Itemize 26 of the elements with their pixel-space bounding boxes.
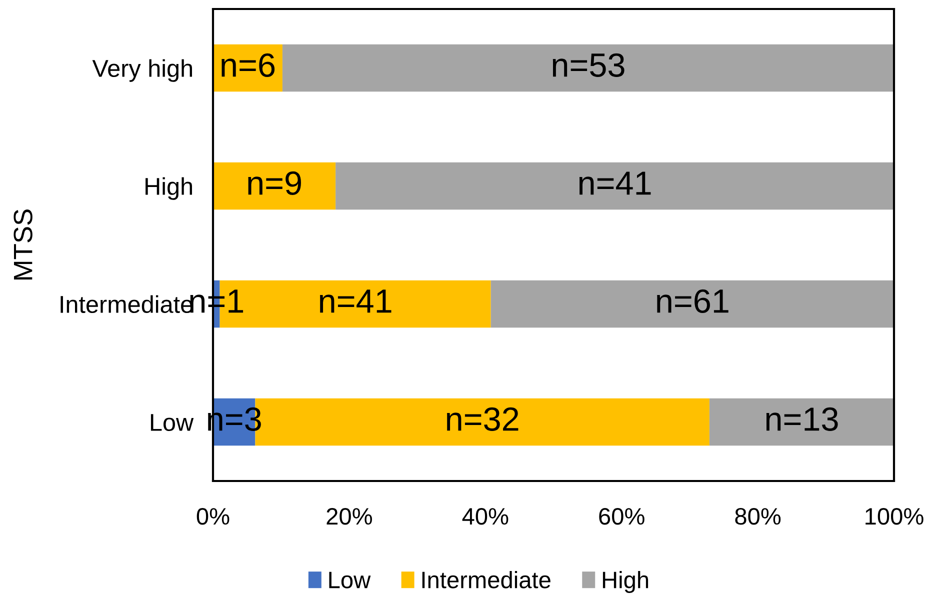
bar — [336, 162, 894, 210]
legend-label: High — [602, 570, 648, 594]
y-axis-title: MTSS — [14, 210, 32, 280]
y-tick-label: High — [146, 177, 192, 200]
annotation: n=41 — [320, 290, 392, 313]
annotation: n=61 — [657, 289, 728, 313]
annotation: n=41 — [579, 172, 651, 195]
x-tick-label: 100% — [866, 508, 924, 525]
x-tick-label: 0% — [196, 508, 230, 525]
bar — [213, 162, 336, 210]
x-tick-label: 80% — [735, 508, 781, 525]
x-tick-label: 60% — [599, 508, 644, 525]
annotation: n=6 — [222, 53, 275, 77]
annotation: n=53 — [552, 53, 624, 77]
y-tick-label: Very high — [92, 59, 192, 82]
legend-label: Intermediate — [422, 570, 550, 588]
bar — [282, 44, 894, 92]
annotation: n=32 — [447, 407, 518, 431]
x-tick-label: 40% — [462, 508, 508, 525]
legend-label: Low — [329, 572, 371, 588]
annotation: n=13 — [766, 407, 838, 431]
bar — [490, 280, 894, 328]
annotation: n=9 — [248, 171, 301, 195]
y-tick-label: Low — [150, 414, 194, 432]
x-tick-label: 20% — [326, 508, 372, 525]
bar — [709, 398, 894, 446]
